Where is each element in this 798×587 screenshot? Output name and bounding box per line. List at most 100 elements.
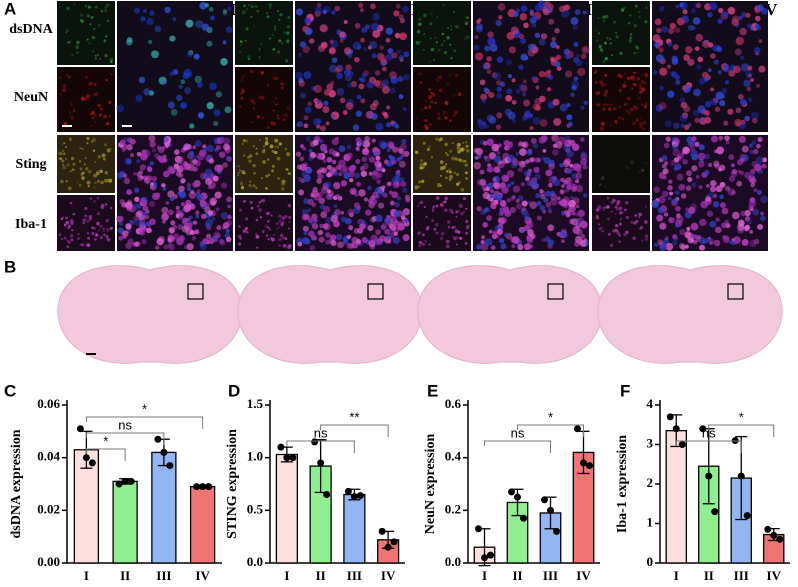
cell xyxy=(511,118,517,123)
cell xyxy=(511,78,516,83)
cell xyxy=(618,240,621,243)
cell xyxy=(672,143,679,151)
cell xyxy=(382,192,388,198)
cell xyxy=(518,83,526,91)
cell xyxy=(214,191,222,199)
cell xyxy=(419,200,424,205)
cell xyxy=(102,230,105,233)
cell xyxy=(619,211,623,215)
cell xyxy=(655,54,664,63)
group-label: I xyxy=(230,0,237,19)
cell xyxy=(403,74,410,81)
cell xyxy=(671,58,679,65)
x-tick-label: III xyxy=(734,568,749,583)
cell xyxy=(560,210,566,216)
cell xyxy=(578,164,583,169)
cell xyxy=(454,24,459,29)
cell xyxy=(348,165,356,173)
cell xyxy=(695,64,702,70)
cell xyxy=(318,236,325,243)
y-axis-title: NeuN expression xyxy=(423,434,438,535)
cell xyxy=(714,106,721,112)
cell xyxy=(511,236,520,244)
cell xyxy=(464,171,469,175)
cell xyxy=(250,5,254,9)
cell xyxy=(269,144,274,149)
cell xyxy=(161,183,166,188)
cell xyxy=(671,240,678,246)
cell xyxy=(372,150,379,157)
cell xyxy=(298,189,305,196)
cell xyxy=(69,137,72,140)
cell xyxy=(639,90,643,94)
cell xyxy=(247,57,251,61)
cell xyxy=(694,117,700,123)
cell xyxy=(442,110,447,115)
cell xyxy=(475,25,483,33)
cell xyxy=(519,12,528,21)
cell xyxy=(303,174,311,183)
cell xyxy=(539,119,548,127)
cell xyxy=(632,236,636,240)
data-point xyxy=(705,472,713,480)
cell xyxy=(274,97,277,100)
cell xyxy=(642,127,645,131)
cell xyxy=(328,148,335,155)
cell xyxy=(520,5,528,12)
cell xyxy=(488,91,495,99)
cell xyxy=(710,239,716,245)
cell xyxy=(79,147,82,150)
cell xyxy=(510,161,518,169)
cell xyxy=(402,187,408,193)
cell xyxy=(75,46,79,50)
cell xyxy=(612,199,616,203)
cell xyxy=(710,135,718,143)
cell xyxy=(507,74,512,79)
cell xyxy=(323,205,331,214)
cell xyxy=(638,96,641,100)
cell xyxy=(675,4,680,9)
cell xyxy=(124,157,132,165)
data-point xyxy=(547,506,554,514)
zoom-box xyxy=(727,283,744,300)
cell xyxy=(262,160,267,165)
cell xyxy=(604,73,608,77)
cell xyxy=(703,116,711,124)
cell xyxy=(180,102,187,109)
panel-label: B xyxy=(4,257,16,276)
cell xyxy=(372,29,381,38)
cell xyxy=(163,244,169,250)
cell xyxy=(241,10,246,15)
cell xyxy=(725,140,730,145)
cell xyxy=(401,5,409,13)
cell xyxy=(622,6,626,10)
cell xyxy=(220,182,228,189)
cell xyxy=(713,201,720,208)
cell xyxy=(446,26,450,30)
brain-section xyxy=(237,265,423,364)
cell xyxy=(108,178,113,183)
cell xyxy=(273,76,277,81)
cell xyxy=(394,176,402,183)
cell xyxy=(681,15,689,22)
cell xyxy=(95,171,100,176)
cell xyxy=(275,227,278,230)
cell xyxy=(336,72,343,80)
cell xyxy=(349,187,357,195)
x-tick-label: IV xyxy=(767,568,782,583)
cell xyxy=(254,232,258,236)
cell xyxy=(523,170,531,177)
cell xyxy=(398,55,405,61)
cell xyxy=(577,67,586,77)
cell xyxy=(88,81,93,86)
cell xyxy=(275,76,279,80)
cell xyxy=(632,121,637,126)
cell xyxy=(273,233,276,236)
cell xyxy=(100,180,104,185)
cell xyxy=(716,146,725,154)
cell xyxy=(242,199,246,203)
cell xyxy=(80,243,84,247)
cell xyxy=(644,205,647,208)
cell xyxy=(749,77,754,82)
cell xyxy=(97,155,101,159)
